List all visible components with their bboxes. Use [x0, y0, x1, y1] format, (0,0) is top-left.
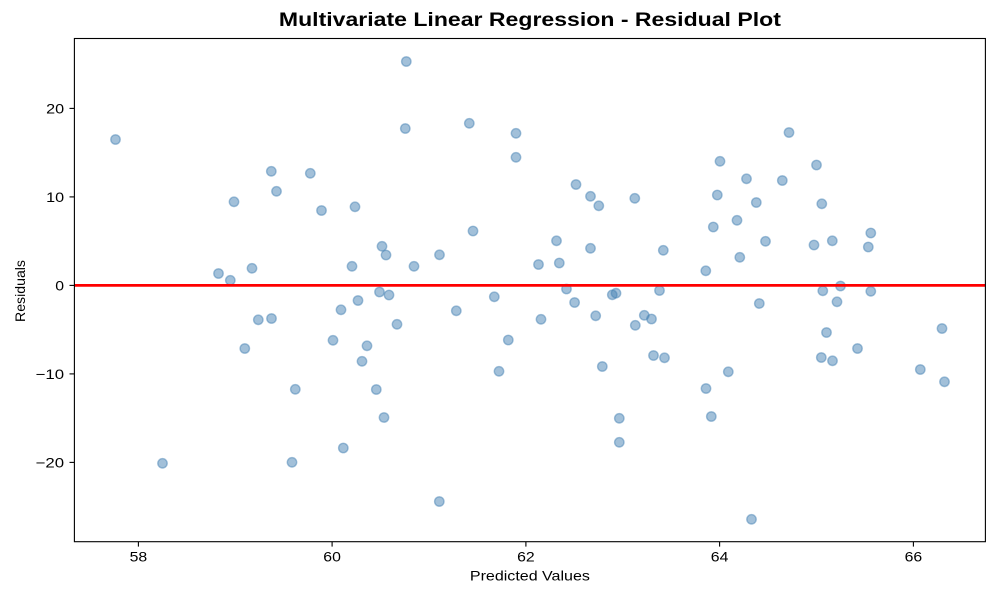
svg-text:64: 64	[711, 549, 729, 565]
svg-text:60: 60	[323, 549, 341, 565]
svg-text:0: 0	[55, 278, 64, 294]
svg-text:Predicted Values: Predicted Values	[470, 568, 590, 584]
svg-text:−10: −10	[36, 366, 65, 382]
svg-text:10: 10	[46, 189, 64, 205]
svg-text:66: 66	[905, 549, 923, 565]
svg-text:62: 62	[517, 549, 535, 565]
svg-text:58: 58	[130, 549, 148, 565]
svg-text:−20: −20	[36, 455, 65, 471]
svg-text:Multivariate Linear Regression: Multivariate Linear Regression - Residua…	[279, 9, 782, 31]
svg-text:Residuals: Residuals	[12, 260, 28, 322]
svg-text:20: 20	[46, 101, 64, 117]
